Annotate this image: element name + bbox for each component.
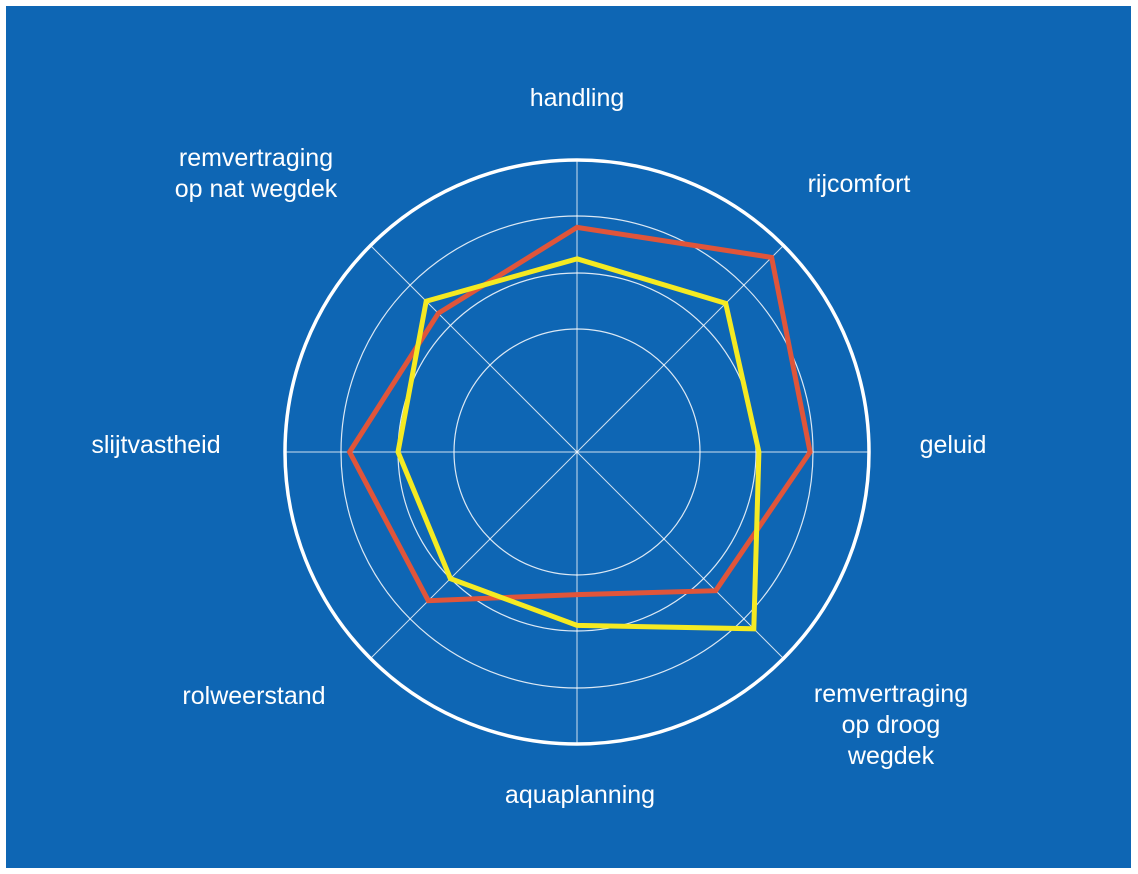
axis-label-line: rijcomfort bbox=[808, 170, 911, 198]
axis-label-line: wegdek bbox=[847, 742, 935, 770]
axis-spoke-2 bbox=[576, 245, 784, 453]
axis-label-line: geluid bbox=[920, 431, 987, 459]
axis-label-slijtvastheid: slijtvastheid bbox=[91, 431, 220, 459]
axis-label-line: remvertraging bbox=[814, 680, 968, 708]
axis-label-rolweerstand: rolweerstand bbox=[182, 682, 325, 710]
axis-label-line: handling bbox=[530, 84, 625, 112]
axis-label-aquaplanning: aquaplanning bbox=[505, 781, 655, 809]
axis-label-rijcomfort: rijcomfort bbox=[808, 170, 911, 198]
chart-panel: handling rijcomfort geluid remvertraging op … bbox=[6, 6, 1131, 868]
axis-label-line: aquaplanning bbox=[505, 781, 655, 809]
axis-label-line: op droog bbox=[842, 711, 941, 739]
radar-grid bbox=[283, 158, 871, 746]
axis-spoke-8 bbox=[370, 245, 578, 453]
axis-label-remvertraging-op-droog-wegdek: remvertraging op droog wegdek bbox=[814, 680, 968, 770]
axis-spoke-4 bbox=[576, 451, 784, 659]
axis-label-handling: handling bbox=[530, 84, 625, 112]
axis-label-line: slijtvastheid bbox=[91, 431, 220, 459]
series-1-polygon bbox=[346, 224, 813, 604]
axis-label-line: remvertraging bbox=[179, 144, 333, 172]
radar-series bbox=[346, 224, 813, 632]
series-2-polygon bbox=[395, 256, 762, 632]
axis-label-remvertraging-op-nat-wegdek: remvertraging op nat wegdek bbox=[175, 144, 338, 203]
axis-label-geluid: geluid bbox=[920, 431, 987, 459]
axis-spoke-6 bbox=[370, 451, 578, 659]
axis-label-line: rolweerstand bbox=[182, 682, 325, 710]
radar-chart: handling rijcomfort geluid remvertraging op … bbox=[91, 84, 986, 809]
axis-label-line: op nat wegdek bbox=[175, 175, 338, 203]
axis-labels: handling rijcomfort geluid remvertraging op … bbox=[91, 84, 986, 809]
